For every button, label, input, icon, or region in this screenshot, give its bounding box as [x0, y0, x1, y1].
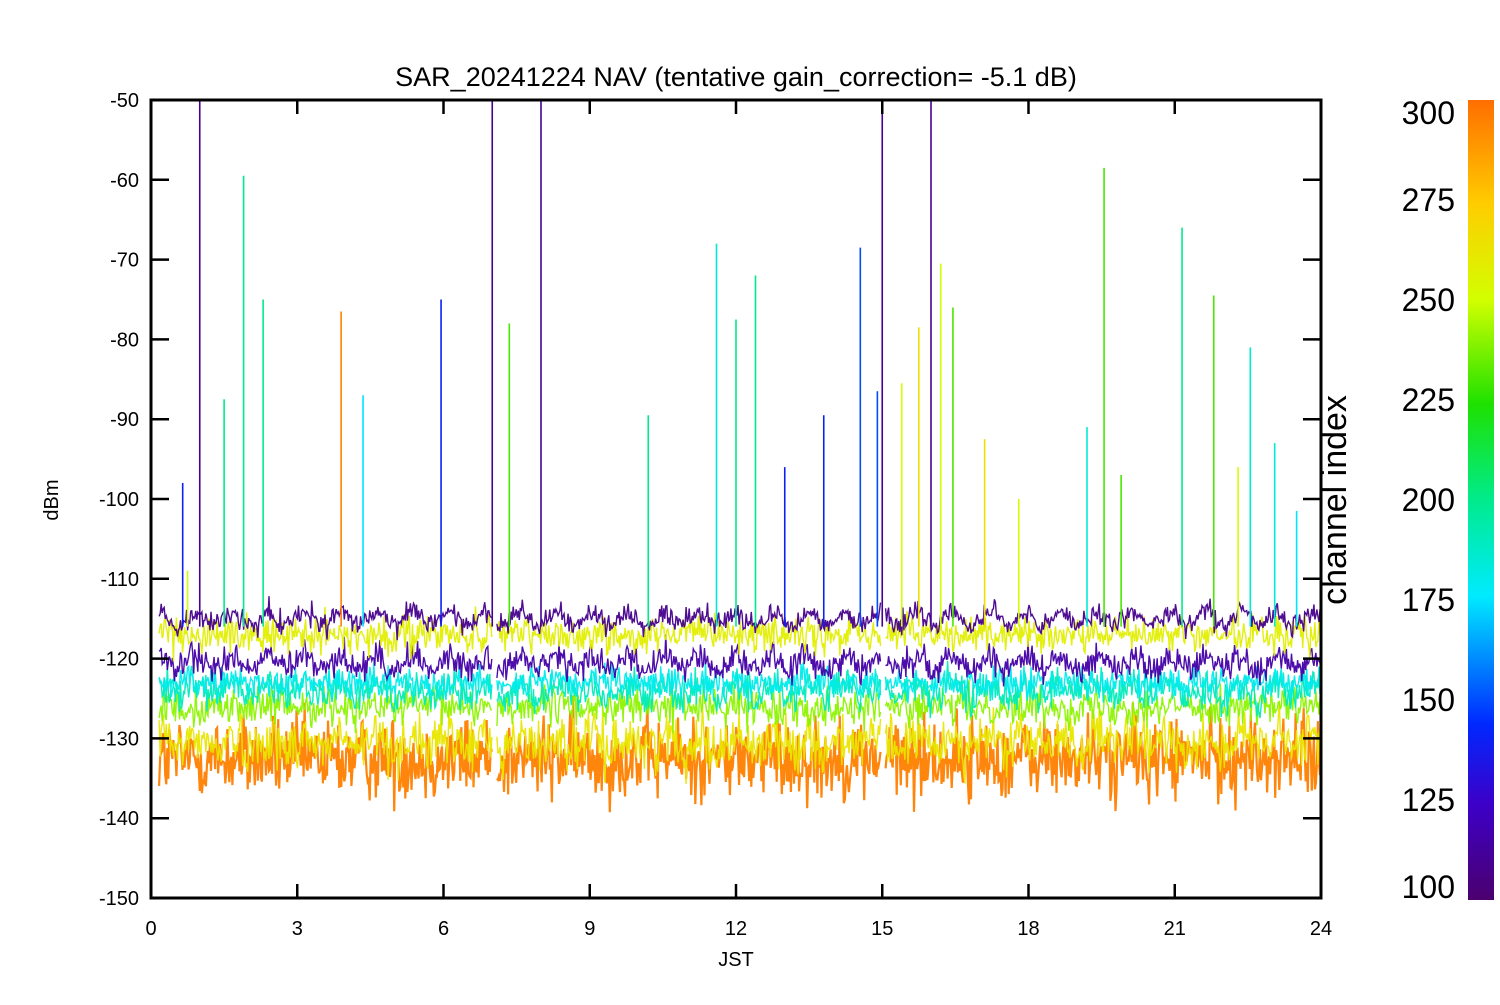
y-tick-label--120: -120 [99, 649, 139, 671]
y-tick-label--50: -50 [110, 90, 139, 112]
colorbar-tick-175: 175 [1402, 582, 1455, 618]
y-tick-label--100: -100 [99, 489, 139, 511]
plot-data-area [158, 596, 1323, 813]
x-tick-label-3: 3 [292, 918, 303, 940]
colorbar-tick-300: 300 [1402, 95, 1455, 131]
y-tick-label--60: -60 [110, 170, 139, 192]
y-tick-label--110: -110 [100, 569, 139, 591]
x-tick-label-12: 12 [725, 918, 747, 940]
spike-layer [181, 100, 1298, 627]
colorbar-tick-225: 225 [1402, 382, 1455, 418]
y-tick-label--140: -140 [99, 808, 139, 830]
colorbar-gradient [1468, 100, 1494, 900]
x-axis: 0 3 6 9 12 15 18 21 24 [145, 100, 1332, 940]
y-tick-label--80: -80 [110, 329, 139, 351]
y-tick-label--130: -130 [99, 728, 139, 750]
colorbar-tick-200: 200 [1402, 482, 1455, 518]
x-tick-label-6: 6 [438, 918, 449, 940]
colorbar-tick-150: 150 [1402, 682, 1455, 718]
y-axis: -50 -60 -70 -80 -90 -100 -110 -120 -130 -140 -150 [99, 90, 1321, 910]
x-tick-label-18: 18 [1017, 918, 1039, 940]
colorbar-label: channel index [1316, 395, 1354, 605]
colorbar-tick-275: 275 [1402, 182, 1455, 218]
chart-title: SAR_20241224 NAV (tentative gain_correct… [395, 62, 1077, 92]
x-tick-label-21: 21 [1164, 918, 1186, 940]
y-tick-label--70: -70 [110, 250, 139, 272]
x-tick-label-0: 0 [145, 918, 156, 940]
x-tick-label-9: 9 [584, 918, 595, 940]
y-axis-label: dBm [41, 479, 63, 520]
x-axis-label: JST [718, 949, 754, 971]
y-tick-label--90: -90 [110, 409, 139, 431]
y-tick-label--150: -150 [99, 888, 139, 910]
colorbar: 300 275 250 225 200 175 150 125 100 [1402, 95, 1494, 905]
x-tick-label-24: 24 [1310, 918, 1332, 940]
colorbar-tick-125: 125 [1402, 782, 1455, 818]
colorbar-tick-250: 250 [1402, 282, 1455, 318]
noise-band-channel-262 [158, 698, 1322, 784]
noise-band-channel-115 [158, 634, 1322, 687]
noise-band-channel-180 [158, 661, 1322, 704]
x-tick-label-15: 15 [871, 918, 893, 940]
colorbar-tick-100: 100 [1402, 869, 1455, 905]
